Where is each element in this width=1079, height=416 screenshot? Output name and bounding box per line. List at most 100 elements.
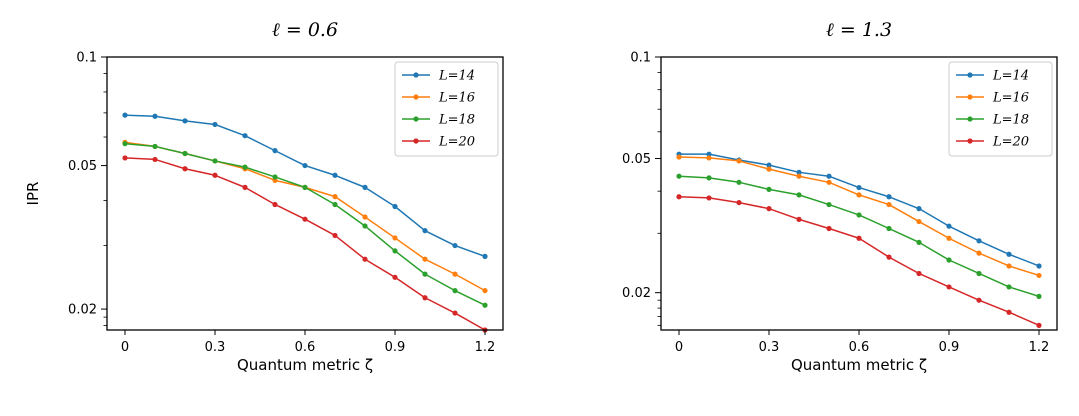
- data-point: [422, 228, 428, 234]
- data-point: [886, 225, 892, 232]
- data-point: [242, 164, 248, 170]
- data-point: [916, 206, 922, 212]
- x-tick-label: 1.2: [475, 340, 496, 355]
- data-point: [856, 212, 862, 218]
- chart-title: ℓ = 0.6: [272, 19, 338, 41]
- data-point: [1006, 284, 1012, 290]
- data-point: [886, 254, 892, 260]
- x-tick-label: 0.3: [759, 340, 780, 355]
- legend-label: L=14: [992, 69, 1029, 84]
- data-point: [766, 186, 772, 192]
- data-point: [392, 235, 398, 241]
- data-point: [482, 288, 488, 294]
- legend-label: L=16: [438, 91, 475, 106]
- data-point: [676, 173, 682, 179]
- data-point: [302, 162, 308, 169]
- data-point: [826, 173, 832, 179]
- data-point: [826, 201, 832, 208]
- data-point: [482, 302, 488, 308]
- data-point: [1006, 263, 1012, 269]
- data-point: [976, 270, 982, 277]
- data-point: [886, 194, 892, 200]
- data-point: [916, 239, 922, 245]
- y-tick-label: 0.05: [622, 152, 651, 167]
- data-point: [392, 274, 398, 280]
- data-point: [886, 201, 892, 208]
- data-point: [362, 256, 368, 262]
- data-point: [122, 141, 128, 147]
- data-point: [392, 248, 398, 254]
- y-tick-label: 0.05: [68, 159, 97, 174]
- data-point: [706, 155, 712, 161]
- y-tick-label: 0.02: [622, 286, 651, 301]
- legend-marker: [413, 138, 419, 144]
- legend-label: L=20: [438, 135, 475, 150]
- x-tick-label: 0.3: [205, 340, 226, 355]
- data-point: [856, 235, 862, 241]
- legend-label: L=14: [438, 69, 475, 84]
- data-point: [332, 172, 338, 178]
- series-line-L-20: [124, 157, 486, 331]
- data-point: [946, 223, 952, 229]
- data-point: [422, 256, 428, 262]
- data-point: [796, 173, 802, 179]
- data-point: [122, 155, 128, 161]
- x-axis-label: Quantum metric ζ: [237, 356, 373, 374]
- data-point: [212, 121, 218, 128]
- data-point: [242, 184, 248, 190]
- data-point: [916, 218, 922, 225]
- legend-marker: [967, 72, 973, 78]
- legend-label: L=18: [992, 113, 1029, 128]
- legend-marker: [413, 94, 419, 100]
- data-point: [362, 223, 368, 229]
- data-point: [736, 199, 742, 206]
- data-point: [332, 201, 338, 208]
- data-point: [1036, 263, 1042, 269]
- x-tick-label: 0.6: [295, 340, 316, 355]
- x-tick-label: 0.6: [849, 340, 870, 355]
- data-point: [332, 194, 338, 200]
- legend: L=14 L=16 L=18 L=20: [394, 61, 499, 157]
- data-point: [272, 174, 278, 180]
- x-tick-label: 1.2: [1029, 340, 1050, 355]
- data-point: [452, 271, 458, 277]
- data-point: [946, 235, 952, 241]
- data-point: [362, 184, 368, 190]
- legend-marker: [967, 116, 973, 122]
- data-point: [422, 295, 428, 301]
- data-point: [676, 194, 682, 200]
- legend-marker: [413, 116, 419, 122]
- x-tick-label: 0: [121, 340, 129, 355]
- data-point: [152, 143, 158, 150]
- data-point: [826, 225, 832, 232]
- data-point: [916, 270, 922, 277]
- data-point: [736, 158, 742, 164]
- data-point: [826, 179, 832, 185]
- data-point: [392, 203, 398, 210]
- legend-marker: [413, 72, 419, 78]
- data-point: [1036, 322, 1042, 328]
- x-tick-label: 0: [675, 340, 683, 355]
- data-point: [242, 133, 248, 139]
- chart-panel-1: ℓ = 0.6 0 0.3 0.6 0.9 1.2 0.02 0.05 0.1 Quantum m…: [24, 19, 504, 374]
- data-point: [152, 113, 158, 119]
- data-point: [122, 112, 128, 118]
- y-tick-label: 0.1: [76, 51, 97, 66]
- data-point: [706, 175, 712, 181]
- y-tick-label: 0.1: [630, 51, 651, 66]
- data-point: [946, 284, 952, 290]
- data-point: [272, 201, 278, 208]
- data-point: [856, 192, 862, 198]
- legend-frame: [394, 61, 499, 157]
- data-point: [1036, 293, 1042, 299]
- data-point: [766, 206, 772, 212]
- data-point: [302, 184, 308, 190]
- legend-marker: [967, 94, 973, 100]
- data-point: [302, 216, 308, 222]
- data-point: [182, 166, 188, 172]
- x-tick-label: 0.9: [939, 340, 960, 355]
- data-point: [736, 179, 742, 185]
- data-point: [856, 184, 862, 191]
- series-line-L-14: [679, 153, 1040, 267]
- data-point: [976, 297, 982, 303]
